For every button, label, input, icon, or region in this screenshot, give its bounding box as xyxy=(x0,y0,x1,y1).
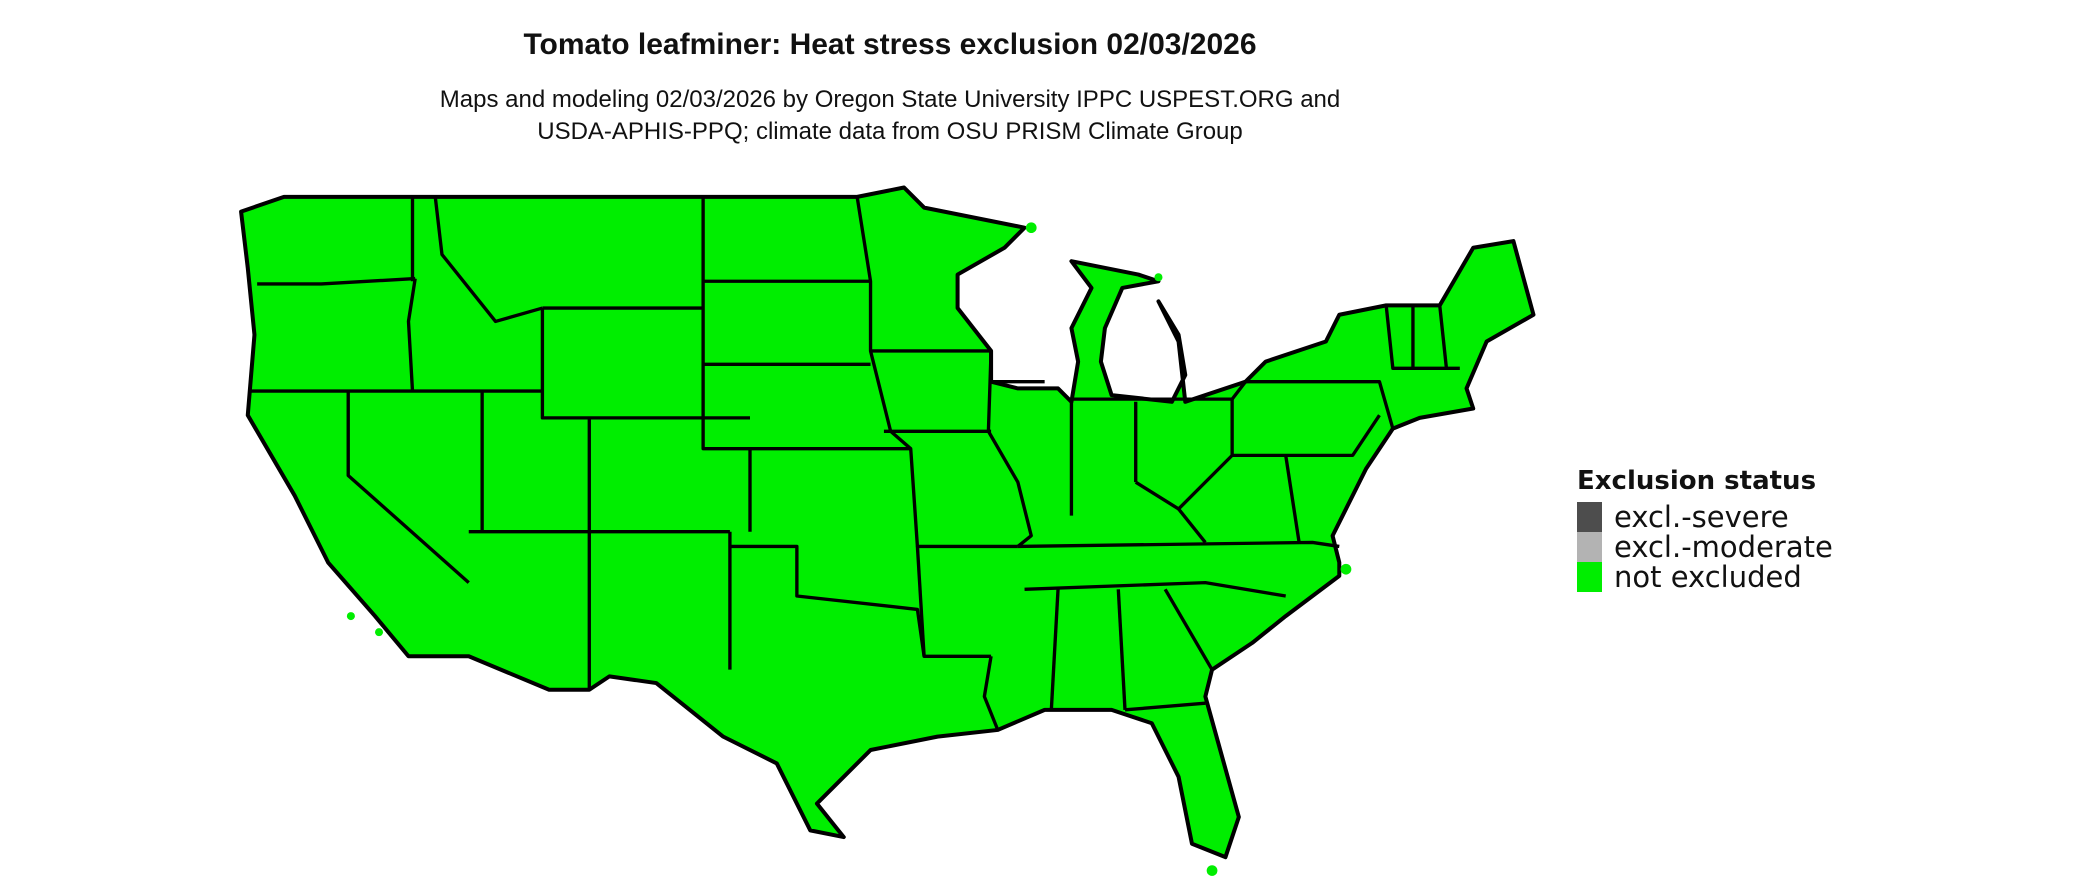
map-title: Tomato leafminer: Heat stress exclusion … xyxy=(523,28,1257,61)
subtitle-line-1: Maps and modeling 02/03/2026 by Oregon S… xyxy=(439,86,1341,113)
legend-item-severe: excl.-severe xyxy=(1577,502,1833,532)
legend-swatch-severe xyxy=(1577,502,1602,532)
legend-item-moderate: excl.-moderate xyxy=(1577,532,1833,562)
legend-title: Exclusion status xyxy=(1577,466,1817,496)
legend-swatch-not-excluded xyxy=(1577,562,1602,592)
legend: Exclusion status excl.-severe excl.-mode… xyxy=(1577,466,1833,592)
islands xyxy=(346,222,1352,876)
legend-label: excl.-moderate xyxy=(1614,530,1833,564)
legend-swatch-moderate xyxy=(1577,532,1602,562)
state-borders xyxy=(250,196,1460,731)
us-outline xyxy=(239,185,1536,860)
subtitle-line-2: USDA-APHIS-PPQ; climate data from OSU PR… xyxy=(537,118,1243,145)
legend-label: not excluded xyxy=(1614,560,1802,594)
legend-label: excl.-severe xyxy=(1614,500,1789,534)
map-subtitle: Maps and modeling 02/03/2026 by Oregon S… xyxy=(0,84,1780,148)
legend-item-not-excluded: not excluded xyxy=(1577,562,1833,592)
